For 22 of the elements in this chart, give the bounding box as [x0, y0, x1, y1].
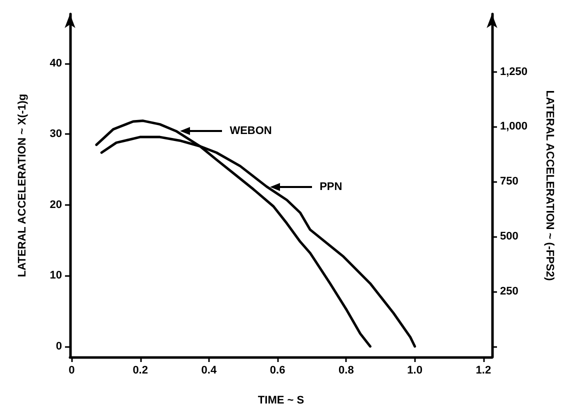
y-axis-title: LATERAL ACCELERATION ~ X(-1)g	[16, 94, 28, 278]
legend-label: PPN	[320, 180, 342, 193]
x-tick-label: 0.8	[338, 364, 354, 376]
x-tick-label: 0.6	[270, 364, 286, 376]
y2-axis-title: LATERAL ACCELERATION ~ (-FPS2)	[544, 90, 556, 282]
y2-tick-label: 500	[500, 230, 518, 243]
y2-tick-label: 1,000	[500, 120, 528, 133]
x-axis-title: TIME ~ S	[258, 394, 304, 406]
y-tick-label: 10	[50, 270, 62, 282]
y-tick-label: 40	[50, 58, 62, 70]
x-tick-label: 0	[68, 364, 75, 376]
x-tick-label: 1.0	[407, 364, 422, 376]
y-tick-label: 20	[50, 198, 62, 211]
y2-tick-label: 1,250	[500, 66, 528, 78]
x-tick-label: 0.2	[132, 364, 148, 376]
y-tick-label: 0	[56, 340, 62, 352]
y2-tick-label: 250	[500, 286, 518, 298]
y-tick-label: 30	[50, 128, 62, 140]
x-tick-label: 1.2	[476, 364, 492, 376]
legend-label: WEBON	[230, 125, 272, 138]
x-tick-label: 0.4	[201, 364, 218, 376]
y2-tick-label: 750	[500, 176, 518, 188]
